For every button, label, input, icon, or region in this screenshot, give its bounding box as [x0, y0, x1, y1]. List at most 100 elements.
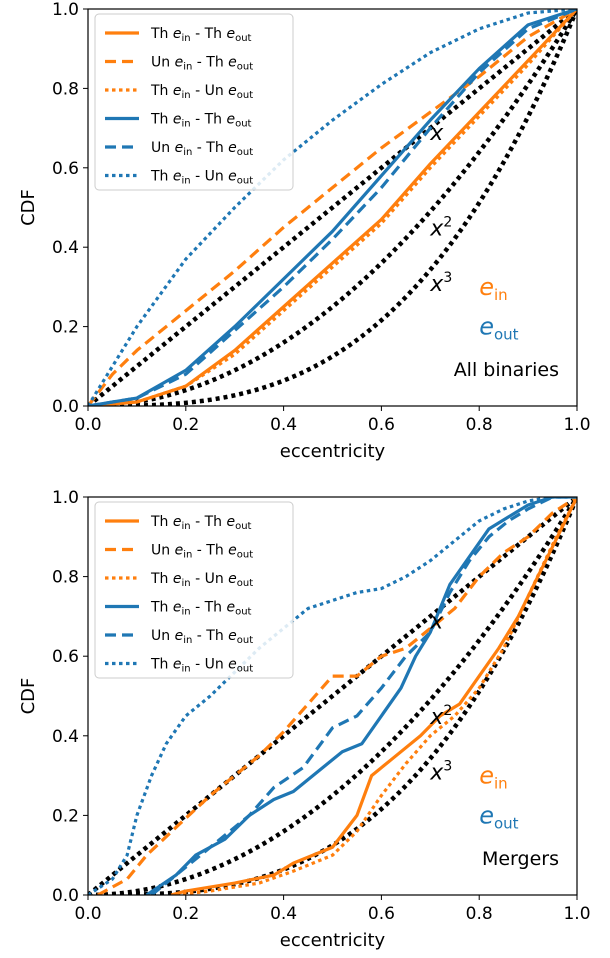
legend-sub-in: in	[183, 635, 192, 646]
legend-source-in: Un	[151, 543, 175, 559]
legend-e-symbol: e	[228, 543, 237, 559]
legend-source-in: Th	[150, 112, 173, 128]
series-line-0-solid	[88, 9, 577, 406]
legend-source-out: Th	[205, 628, 228, 644]
legend-box	[94, 501, 294, 679]
legend-sub-in: in	[182, 578, 191, 589]
legend-e-symbol: e	[175, 543, 184, 559]
reference-label-x1: x	[429, 609, 444, 634]
legend-sub-out: out	[237, 635, 253, 646]
color-label-base: e	[479, 313, 494, 341]
y-tick-label: 0.8	[52, 79, 79, 99]
legend-box	[94, 13, 294, 191]
legend-sub-in: in	[183, 550, 192, 561]
x-tick-label: 0.4	[270, 415, 297, 435]
y-axis-label: CDF	[18, 678, 39, 715]
reference-label-base: x	[429, 761, 444, 786]
legend-sub-in: in	[182, 119, 191, 130]
y-tick-label: 0.6	[52, 159, 79, 179]
legend-e-symbol: e	[173, 169, 182, 185]
legend-entry-5: Th ein - Un eout	[150, 657, 253, 675]
series-line-1-dashed	[97, 497, 577, 895]
legend-dash: -	[192, 628, 206, 644]
legend-sub-in: in	[182, 521, 191, 532]
legend-e-symbol: e	[228, 55, 237, 71]
legend-sub-in: in	[182, 90, 191, 101]
legend-sub-out: out	[235, 119, 251, 130]
x-tick-label: 0.8	[466, 415, 493, 435]
legend-entry-3: Th ein - Th eout	[150, 600, 252, 618]
legend-e-symbol: e	[226, 26, 235, 42]
reference-label-base: x	[429, 121, 444, 146]
x-tick-label: 0.2	[172, 904, 199, 924]
panel-label: All binaries	[454, 359, 559, 381]
reference-label-base: x	[429, 216, 444, 241]
legend-entry-1: Un ein - Th eout	[151, 543, 253, 561]
color-label-base: e	[479, 762, 494, 790]
y-tick-label: 0.2	[52, 806, 79, 826]
reference-label-sup: 2	[443, 214, 452, 230]
legend-sub-out: out	[237, 90, 253, 101]
legend-source-out: Th	[205, 55, 228, 71]
legend-entry-4: Un ein - Th eout	[151, 140, 253, 158]
legend-source-in: Th	[150, 514, 173, 530]
legend-e-symbol: e	[228, 571, 237, 587]
legend-dash: -	[191, 514, 205, 530]
legend-sub-out: out	[237, 550, 253, 561]
legend-dash: -	[191, 657, 205, 673]
plot-lines	[88, 497, 577, 895]
legend-sub-in: in	[182, 176, 191, 187]
color-label-base: e	[479, 273, 494, 301]
legend-sub-out: out	[237, 147, 253, 158]
legend-source-out: Un	[205, 657, 229, 673]
reference-label-base: x	[429, 272, 444, 297]
legend-e-symbol: e	[228, 657, 237, 673]
y-axis-label: CDF	[18, 189, 39, 226]
legend-e-symbol: e	[173, 600, 182, 616]
x-tick-label: 0.6	[368, 904, 395, 924]
color-label-out: eout	[479, 313, 518, 344]
legend-e-symbol: e	[175, 140, 184, 156]
color-label-in: ein	[479, 762, 507, 793]
reference-label-sup: 3	[443, 270, 452, 286]
legend-source-in: Th	[150, 657, 173, 673]
series-line-3-solid	[145, 497, 577, 895]
legend-sub-out: out	[235, 33, 251, 44]
chart-panel-mergers: 0.0 0.2 0.4 0.6 0.8 1.0 0.0 0.2 0.4 0.6 0.8 1.0 ecce…	[18, 488, 591, 951]
legend-source-out: Th	[204, 600, 227, 616]
legend-source-in: Th	[150, 571, 173, 587]
x-axis-label: eccentricity	[280, 441, 386, 462]
legend-e-symbol: e	[226, 600, 235, 616]
legend-dash: -	[191, 169, 205, 185]
legend-source-out: Th	[204, 514, 227, 530]
legend-dash: -	[191, 600, 205, 616]
reference-label-x3: x3	[429, 270, 452, 297]
reference-label-x1: x	[429, 121, 444, 146]
legend-e-symbol: e	[226, 112, 235, 128]
reference-curve-x1	[88, 497, 577, 895]
color-label-out: eout	[479, 801, 518, 832]
color-label-sub: in	[494, 286, 508, 304]
series-line-0-solid	[170, 497, 577, 895]
legend-entry-4: Un ein - Th eout	[151, 628, 253, 646]
reference-label-sup: 2	[443, 703, 452, 719]
x-tick-label: 1.0	[563, 415, 590, 435]
legend-sub-in: in	[182, 33, 191, 44]
reference-label-x3: x3	[429, 759, 452, 786]
legend-sub-out: out	[235, 521, 251, 532]
reference-curve-x1	[88, 9, 577, 406]
x-tick-label: 0.6	[368, 415, 395, 435]
legend-e-symbol: e	[173, 657, 182, 673]
legend-sub-in: in	[183, 147, 192, 158]
legend-dash: -	[191, 112, 205, 128]
series-line-2-dotted	[88, 9, 577, 406]
legend-dash: -	[191, 83, 205, 99]
series-line-5-dotted	[88, 497, 577, 895]
legend-dash: -	[191, 26, 205, 42]
legend-source-out: Th	[205, 140, 228, 156]
legend-dash: -	[191, 571, 205, 587]
reference-label-x2: x2	[429, 703, 452, 730]
y-tick-label: 1.0	[52, 0, 79, 20]
legend-source-out: Th	[204, 112, 227, 128]
plot-lines	[88, 9, 577, 406]
